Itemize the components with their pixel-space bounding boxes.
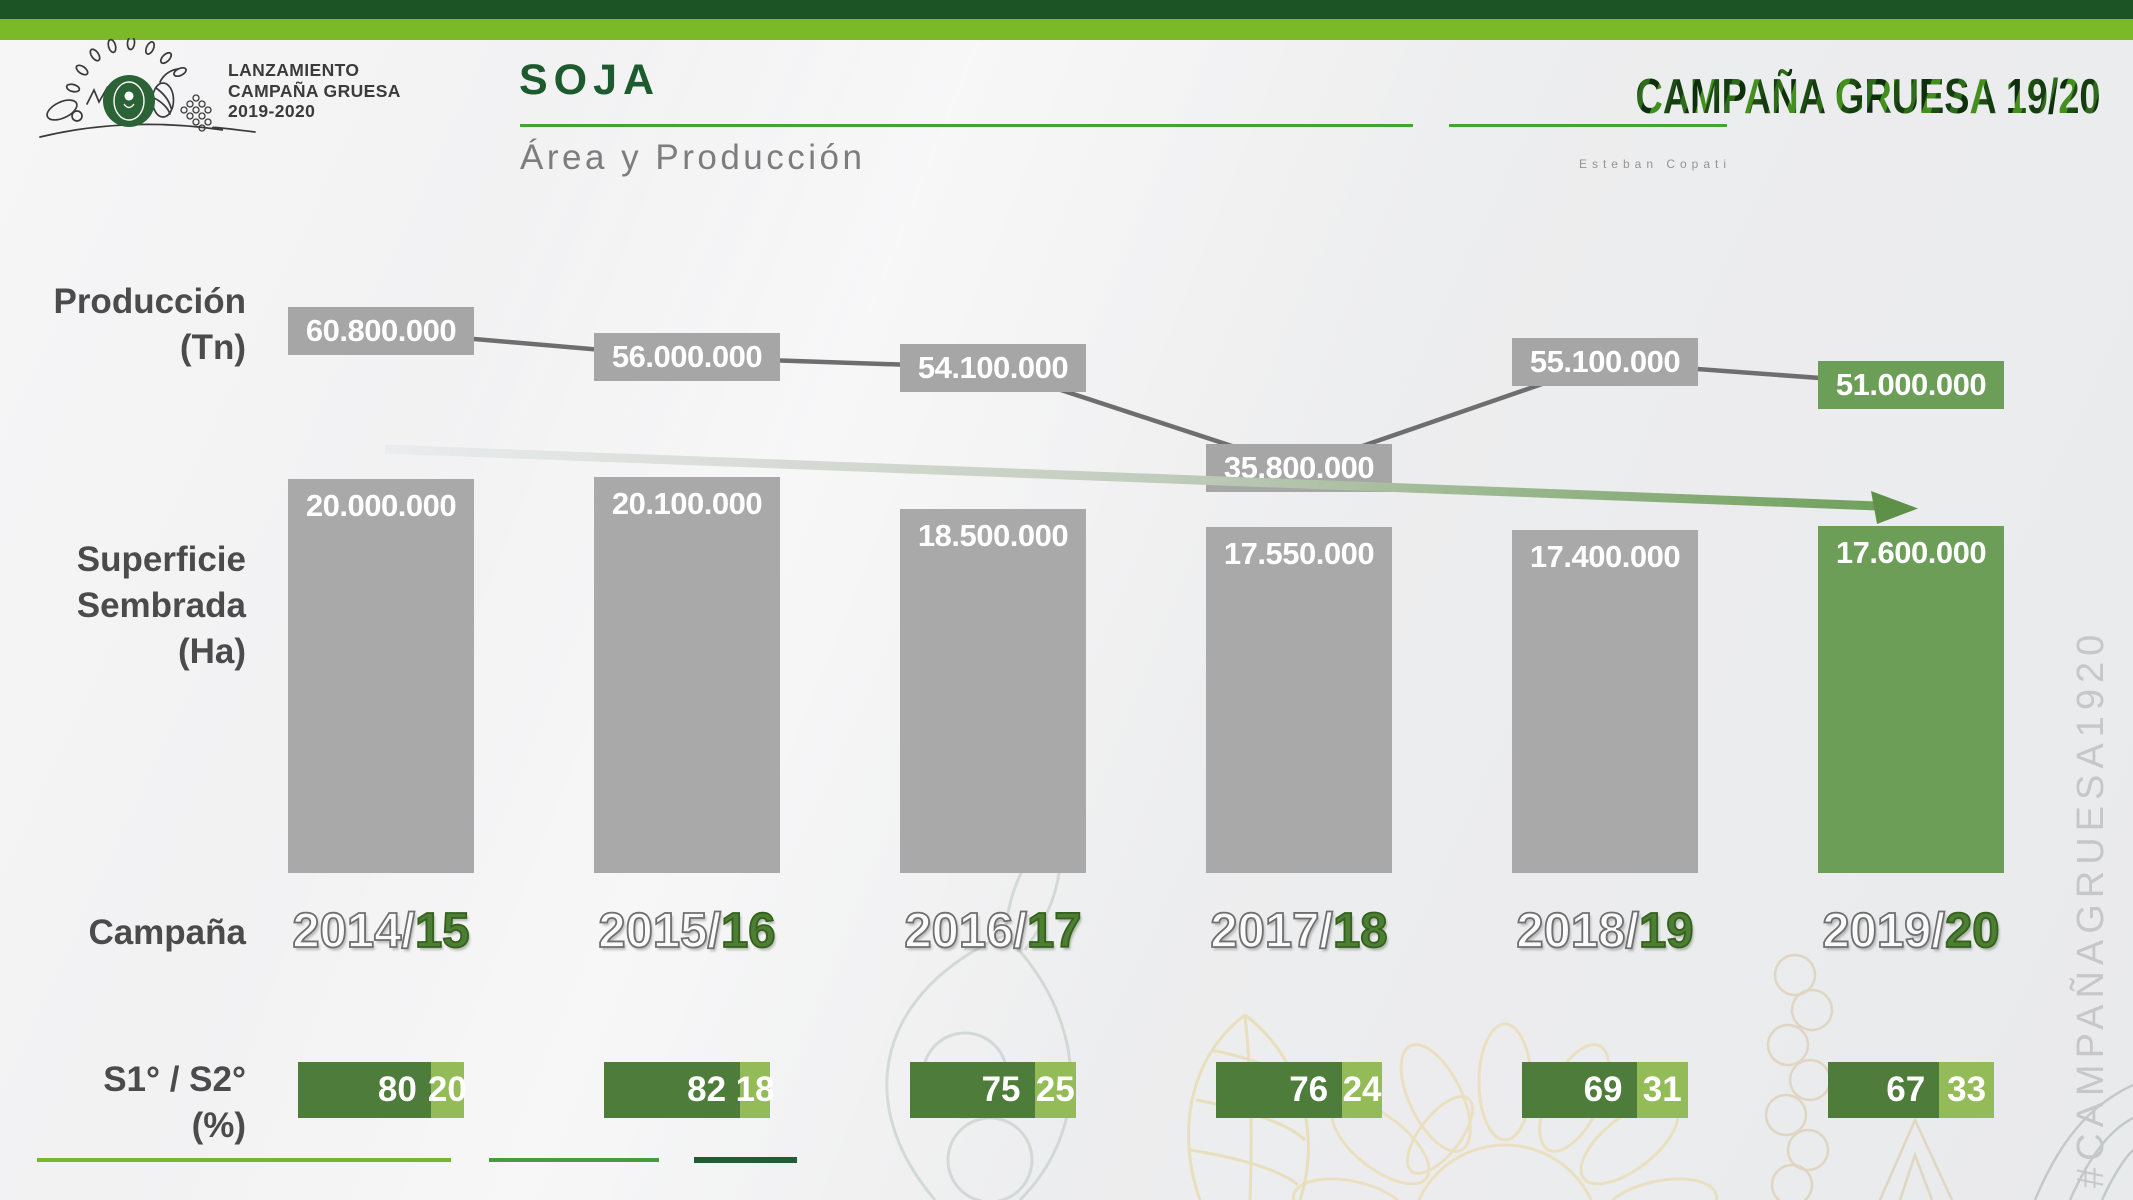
- s1-segment: 80: [298, 1062, 431, 1118]
- produccion-label-box: 51.000.000: [1818, 360, 2004, 409]
- page-subtitle: Área y Producción: [520, 138, 866, 177]
- page-title: SOJA: [519, 56, 661, 104]
- s2-segment: 33: [1939, 1062, 1994, 1118]
- s1-segment: 76: [1216, 1062, 1343, 1118]
- s1-segment: 75: [910, 1062, 1035, 1118]
- superficie-bar: 17.600.000: [1818, 526, 2004, 873]
- superficie-bar: 20.100.000: [594, 477, 780, 873]
- s1s2-split-bar: 76 24: [1216, 1062, 1382, 1118]
- campana-label: 2019/20: [1758, 903, 2064, 959]
- s2-segment: 18: [736, 1062, 775, 1118]
- s2-segment: 25: [1034, 1062, 1076, 1118]
- superficie-bar: 20.000.000: [288, 479, 474, 873]
- s1-segment: 69: [1522, 1062, 1637, 1118]
- produccion-label-box: 54.100.000: [900, 343, 1086, 392]
- logo-seal: [103, 75, 155, 127]
- footer-line-3: [694, 1157, 797, 1163]
- campana-label: 2018/19: [1452, 903, 1758, 959]
- s1s2-split-bar: 82 18: [604, 1062, 775, 1118]
- title-underline: [520, 124, 1413, 127]
- top-bar-light: [0, 19, 2133, 40]
- s1-segment: 82: [604, 1062, 741, 1118]
- campana-year-outline: 2018/: [1516, 903, 1640, 959]
- campana-year-outline: 2014/: [292, 903, 416, 959]
- s1s2-split-bar: 69 31: [1522, 1062, 1688, 1118]
- superficie-bar-label: 20.000.000: [305, 488, 457, 523]
- s2-segment: 24: [1342, 1062, 1382, 1118]
- logo-text-line3: 2019-2020: [228, 101, 316, 121]
- campana-gruesa-badge: CAMPAÑA GRUESA 19/20: [1635, 68, 2100, 125]
- superficie-bar: 17.550.000: [1206, 527, 1392, 873]
- campana-year-green: 16: [720, 903, 776, 959]
- campana-label: 2016/17: [840, 903, 1146, 959]
- campana-label: 2014/15: [228, 903, 534, 959]
- campana-year-green: 19: [1638, 903, 1694, 959]
- superficie-bar-label: 17.400.000: [1529, 539, 1681, 575]
- footer-line-1: [37, 1158, 451, 1162]
- s1s2-split-bar: 75 25: [910, 1062, 1076, 1118]
- campana-label: 2017/18: [1146, 903, 1452, 959]
- campana-year-outline: 2019/: [1822, 903, 1946, 959]
- superficie-bar-label: 18.500.000: [917, 517, 1069, 553]
- produccion-label-box: 35.800.000: [1206, 444, 1392, 492]
- s1s2-split-bar: 80 20: [298, 1062, 467, 1118]
- s1-segment: 67: [1828, 1062, 1940, 1118]
- produccion-label-box: 60.800.000: [288, 307, 474, 355]
- produccion-label-box: 56.000.000: [594, 333, 780, 382]
- campana-year-green: 18: [1332, 903, 1388, 959]
- produccion-label-box: 55.100.000: [1512, 338, 1698, 387]
- superficie-bar: 17.400.000: [1512, 530, 1698, 873]
- s2-segment: 31: [1636, 1062, 1688, 1118]
- superficie-bar-label: 17.550.000: [1223, 536, 1375, 572]
- campana-label: 2015/16: [534, 903, 840, 959]
- campana-year-green: 17: [1026, 903, 1082, 959]
- author-name: Esteban Copati: [1578, 157, 1732, 171]
- superficie-bar: 18.500.000: [900, 508, 1086, 873]
- s2-segment: 20: [428, 1062, 467, 1118]
- campana-year-outline: 2016/: [904, 903, 1028, 959]
- campana-year-green: 20: [1944, 903, 2000, 959]
- campana-year-green: 15: [414, 903, 470, 959]
- footer-line-2: [489, 1158, 659, 1162]
- s1s2-split-bar: 67 33: [1828, 1062, 1994, 1118]
- logo-text: LANZAMIENTO CAMPAÑA GRUESA 2019-2020: [228, 60, 401, 122]
- logo-text-line1: LANZAMIENTO: [228, 60, 360, 80]
- superficie-bar-label: 17.600.000: [1835, 535, 1987, 571]
- superficie-bar-label: 20.100.000: [611, 486, 763, 522]
- campana-year-outline: 2017/: [1210, 903, 1334, 959]
- top-bar-dark: [0, 0, 2133, 19]
- logo-text-line2: CAMPAÑA GRUESA: [228, 80, 401, 101]
- campana-year-outline: 2015/: [598, 903, 722, 959]
